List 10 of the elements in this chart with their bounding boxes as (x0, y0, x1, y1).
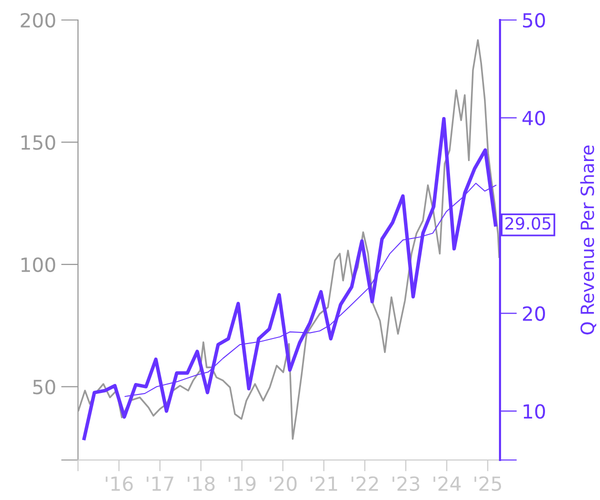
y-tick-label: 100 (21, 257, 56, 272)
y-tick-label: 200 (20, 12, 56, 28)
y-tick-label: 50 (33, 380, 56, 394)
y2-tick-label: 40 (522, 110, 545, 126)
y2-tick-label: 50 (523, 12, 545, 28)
data-label: 29.05 (505, 217, 550, 230)
y2-tick-label: 20 (522, 306, 545, 321)
y-tick-label: 150 (21, 135, 56, 150)
y2-tick-label: 10 (524, 404, 545, 419)
y2-axis-title: Q Revenue Per Share (580, 146, 596, 334)
